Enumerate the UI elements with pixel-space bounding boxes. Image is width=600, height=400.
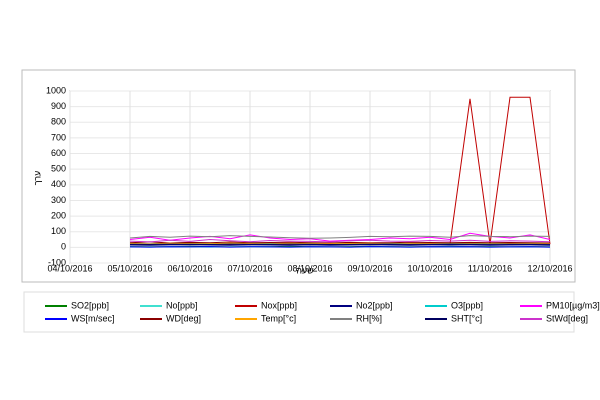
y-tick-label: 500 (51, 164, 66, 174)
x-axis-title: שעה (296, 265, 314, 275)
y-axis-title: ערך (32, 171, 42, 186)
legend-label: PM10[µg/m3] (546, 300, 600, 310)
x-tick-label: 09/10/2016 (347, 263, 392, 273)
y-tick-label: 400 (51, 179, 66, 189)
y-tick-label: 800 (51, 117, 66, 127)
legend-label: Temp[°c] (261, 313, 296, 323)
y-tick-label: 200 (51, 210, 66, 220)
y-tick-label: 700 (51, 132, 66, 142)
x-tick-label: 07/10/2016 (227, 263, 272, 273)
y-tick-label: 1000 (46, 85, 66, 95)
series-line (129, 242, 551, 245)
legend-label: Nox[ppb] (261, 300, 297, 310)
y-tick-label: 900 (51, 101, 66, 111)
series-line (129, 232, 551, 242)
x-tick-label: 05/10/2016 (107, 263, 152, 273)
series-line (129, 238, 551, 243)
x-tick-label: 10/10/2016 (407, 263, 452, 273)
legend-label: SHT[°c] (451, 313, 482, 323)
y-tick-label: 300 (51, 195, 66, 205)
legend-label: O3[ppb] (451, 300, 483, 310)
series-line (129, 246, 551, 248)
series-line (129, 241, 551, 244)
legend-label: No[ppb] (166, 300, 198, 310)
legend-label: WD[deg] (166, 313, 201, 323)
legend-frame (23, 291, 575, 333)
y-tick-label: -100 (48, 257, 66, 267)
legend-label: RH[%] (356, 313, 382, 323)
legend-label: WS[m/sec] (71, 313, 115, 323)
y-tick-label: 0 (61, 242, 66, 252)
x-tick-label: 06/10/2016 (167, 263, 212, 273)
legend-label: No2[ppb] (356, 300, 393, 310)
series-line (129, 235, 551, 239)
x-tick-label: 08/10/2016 (287, 263, 332, 273)
x-tick-label: 11/10/2016 (468, 263, 512, 273)
y-tick-label: 100 (51, 226, 66, 236)
x-tick-label: 04/10/2016 (47, 263, 92, 273)
legend-label: SO2[ppb] (71, 300, 109, 310)
x-tick-label: 12/10/2016 (527, 263, 572, 273)
legend-label: StWd[deg] (546, 313, 588, 323)
y-tick-label: 600 (51, 148, 66, 158)
